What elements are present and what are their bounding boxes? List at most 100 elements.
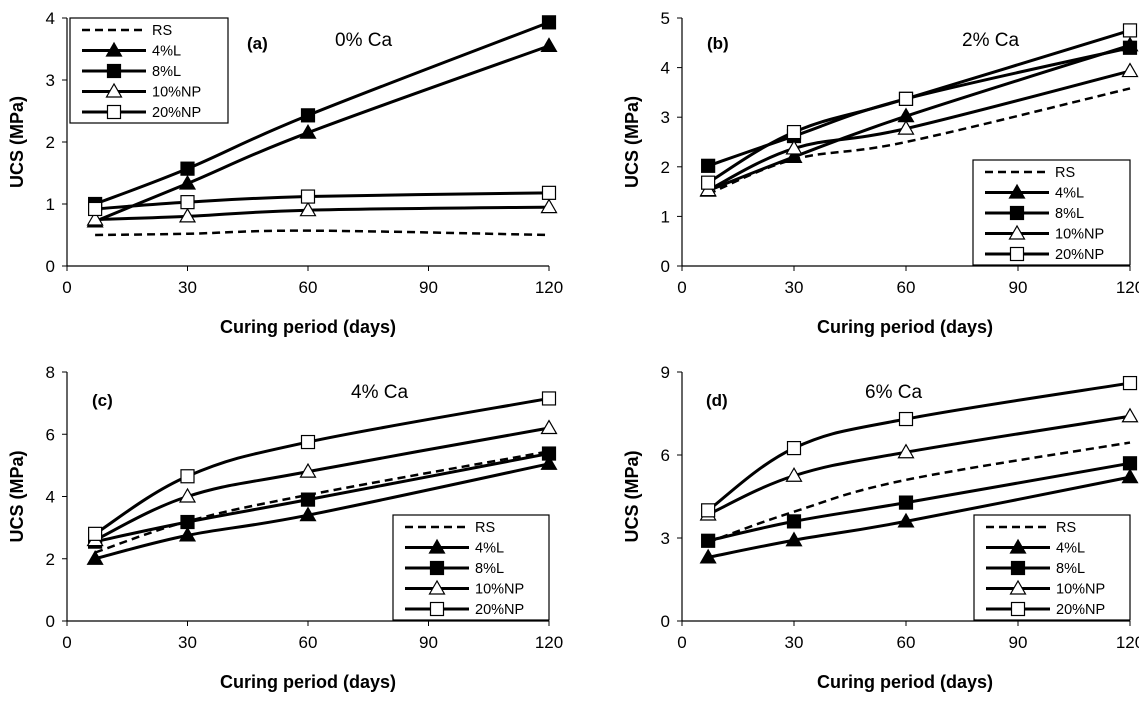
data-point: [786, 124, 802, 140]
data-point: [785, 531, 803, 547]
legend-label: RS: [152, 23, 172, 39]
panel-label: (b): [707, 34, 729, 53]
data-point: [180, 514, 195, 530]
x-tick-label: 30: [178, 278, 197, 297]
legend-label: RS: [1055, 165, 1075, 181]
panel-annotation: 0% Ca: [335, 30, 392, 51]
panel-annotation: 6% Ca: [865, 382, 922, 403]
y-tick-label: 5: [661, 9, 670, 28]
legend-label: 10%NP: [152, 85, 201, 101]
legend-label: 8%L: [152, 64, 181, 80]
data-point: [88, 201, 103, 217]
legend: RS 4%L 8%L 10%NP 20%NP: [69, 17, 229, 124]
series-line: [707, 461, 1131, 543]
legend-label: 20%NP: [152, 105, 201, 121]
legend-label: 10%NP: [1056, 582, 1105, 598]
legend-marker: [105, 41, 123, 57]
panel-1: 0 30 60 90 120 0 1 2 3 4 Curing period (days) UCS (…: [7, 9, 563, 337]
legend-label: RS: [1056, 520, 1076, 536]
data-point: [540, 198, 558, 214]
data-point: [300, 492, 316, 507]
panel-4: 0 30 60 90 120 0 3 6 9 Curing period (days) UCS (M…: [622, 363, 1139, 692]
data-point: [701, 533, 716, 548]
y-tick-label: 0: [46, 612, 55, 631]
data-point: [86, 550, 104, 565]
y-tick-label: 1: [661, 207, 670, 226]
legend-label: 8%L: [1056, 561, 1085, 577]
panel-3: 0 30 60 90 120 0 2 4 6 8 Curing period (days) UCS (…: [7, 363, 563, 692]
y-tick-label: 4: [661, 59, 670, 78]
data-point: [299, 123, 317, 139]
legend-marker: [429, 601, 445, 617]
panel-label: (c): [92, 391, 113, 410]
data-point: [541, 446, 557, 461]
series-line: [94, 44, 550, 223]
data-point: [897, 119, 915, 135]
legend-label: 8%L: [475, 561, 504, 577]
x-tick-label: 30: [178, 633, 197, 652]
series-line: [707, 43, 1131, 193]
x-tick-label: 120: [535, 633, 563, 652]
data-point: [785, 139, 803, 155]
data-point: [541, 15, 557, 30]
panel-annotation: 2% Ca: [962, 30, 1019, 51]
data-point: [300, 434, 316, 450]
x-axis-title: Curing period (days): [220, 317, 396, 337]
legend-marker: [1008, 224, 1026, 240]
legend-marker: [1008, 183, 1026, 199]
data-point: [180, 195, 195, 210]
y-tick-label: 6: [46, 425, 55, 444]
legend-marker: [428, 538, 446, 554]
data-point: [88, 526, 103, 541]
y-tick-label: 2: [661, 158, 670, 177]
legend-label: 20%NP: [1055, 247, 1104, 263]
legend-label: 10%NP: [475, 582, 524, 598]
legend-marker: [106, 63, 122, 79]
y-tick-label: 3: [661, 529, 670, 548]
legend: RS 4%L 8%L 10%NP 20%NP: [392, 514, 550, 621]
y-tick-label: 0: [46, 257, 55, 276]
x-tick-label: 0: [62, 278, 71, 297]
data-point: [180, 161, 195, 176]
data-point: [540, 455, 558, 470]
legend-label: 20%NP: [1056, 602, 1105, 618]
series-line: [707, 69, 1131, 192]
data-point: [1121, 62, 1139, 78]
legend-label: 4%L: [1056, 541, 1085, 557]
x-tick-label: 90: [1009, 278, 1028, 297]
data-point: [541, 185, 557, 200]
legend: RS 4%L 8%L 10%NP 20%NP: [973, 514, 1131, 621]
legend-marker: [429, 560, 445, 576]
panel-annotation: 4% Ca: [351, 382, 408, 403]
y-axis-title: UCS (MPa): [622, 96, 642, 188]
y-tick-label: 8: [46, 363, 55, 382]
x-tick-label: 60: [299, 633, 318, 652]
y-axis-title: UCS (MPa): [7, 450, 27, 542]
legend-marker: [1009, 538, 1027, 554]
data-point: [540, 419, 558, 435]
legend-label: 20%NP: [475, 602, 524, 618]
data-point: [898, 411, 914, 427]
data-point: [898, 91, 914, 106]
y-tick-label: 2: [46, 133, 55, 152]
data-point: [178, 174, 197, 190]
legend-label: RS: [475, 520, 495, 536]
data-point: [786, 440, 802, 456]
data-point: [86, 210, 104, 226]
data-point: [178, 526, 197, 542]
data-point: [299, 201, 317, 217]
data-point: [1121, 468, 1139, 484]
y-tick-label: 0: [661, 612, 670, 631]
data-point: [1122, 40, 1138, 55]
legend-label: 4%L: [152, 44, 181, 60]
y-tick-label: 4: [46, 488, 55, 507]
series-line: [707, 381, 1131, 512]
y-tick-label: 2: [46, 550, 55, 569]
series-line: [707, 441, 1131, 544]
data-point: [786, 514, 802, 529]
y-tick-label: 1: [46, 195, 55, 214]
y-axis-title: UCS (MPa): [7, 96, 27, 188]
panel-label: (d): [706, 391, 728, 410]
